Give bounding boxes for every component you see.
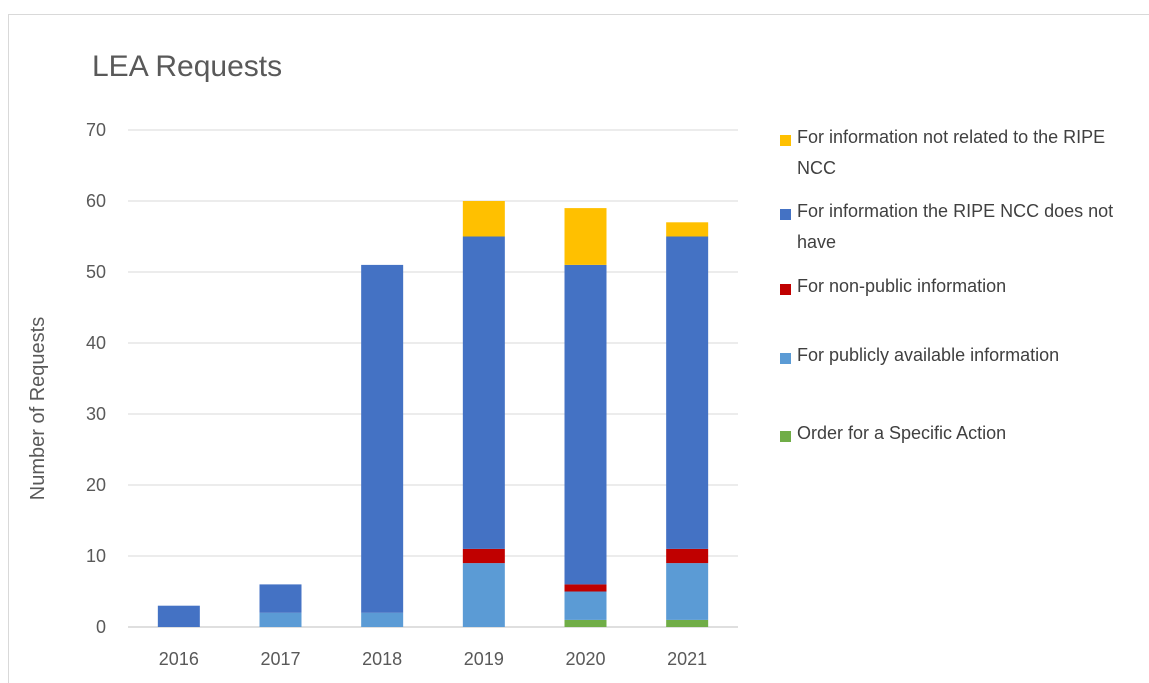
y-axis-label: Number of Requests xyxy=(27,317,49,500)
bar-segment xyxy=(564,584,607,592)
legend-item: For non-public information xyxy=(780,276,1137,302)
legend-label: For information the RIPE NCC does not ha… xyxy=(797,201,1114,252)
bar-segment xyxy=(361,264,404,613)
bar-segment xyxy=(361,612,404,627)
legend-item: For publicly available information xyxy=(780,345,1137,371)
bar-segment xyxy=(462,236,505,549)
legend-label: Order for a Specific Action xyxy=(797,423,1007,443)
bar-segment xyxy=(259,612,302,627)
legend-swatch xyxy=(780,284,791,295)
y-tick-label: 0 xyxy=(96,617,106,637)
y-tick-label: 40 xyxy=(86,333,106,353)
chart-title: LEA Requests xyxy=(92,50,283,83)
legend-item: For information the RIPE NCC does not ha… xyxy=(780,201,1137,258)
bar-segment xyxy=(462,548,505,564)
y-tick-label: 20 xyxy=(86,475,106,495)
bar-segment xyxy=(666,619,709,627)
bar-segment xyxy=(666,236,709,549)
legend-swatch xyxy=(780,135,791,146)
x-tick-label: 2018 xyxy=(362,649,402,669)
legend-label: For non-public information xyxy=(797,276,1007,296)
bar-segment xyxy=(462,563,505,627)
bar-segment xyxy=(666,563,709,620)
x-tick-label: 2017 xyxy=(260,649,300,669)
legend-item: For information not related to the RIPE … xyxy=(780,127,1137,184)
bar-segment xyxy=(564,619,607,627)
y-tick-label: 50 xyxy=(86,262,106,282)
y-tick-label: 10 xyxy=(86,546,106,566)
y-tick-label: 70 xyxy=(86,120,106,140)
bar-segment xyxy=(259,584,302,613)
x-tick-label: 2019 xyxy=(464,649,504,669)
bar-segment xyxy=(564,264,607,585)
x-tick-label: 2020 xyxy=(565,649,605,669)
bar-segment xyxy=(666,548,709,564)
bar-segment xyxy=(564,208,607,265)
bar-segment xyxy=(564,591,607,620)
y-tick-label: 60 xyxy=(86,191,106,211)
bar-segment xyxy=(462,201,505,237)
legend-swatch xyxy=(780,353,791,364)
bar-segment xyxy=(157,605,200,627)
legend-swatch xyxy=(780,431,791,442)
legend-label: For publicly available information xyxy=(797,345,1060,365)
legend-item: Order for a Specific Action xyxy=(780,423,1137,449)
legend-swatch xyxy=(780,209,791,220)
y-tick-label: 30 xyxy=(86,404,106,424)
x-tick-label: 2021 xyxy=(667,649,707,669)
legend-label: For information not related to the RIPE … xyxy=(797,127,1106,178)
bar-segment xyxy=(666,222,709,237)
x-tick-label: 2016 xyxy=(159,649,199,669)
